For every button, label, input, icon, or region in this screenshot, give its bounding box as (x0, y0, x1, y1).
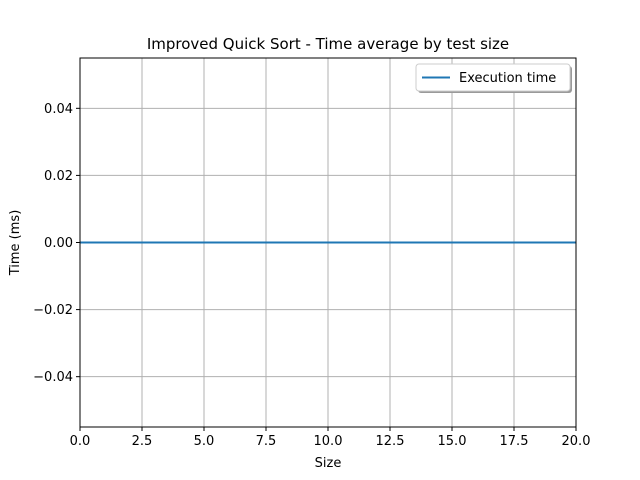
x-tick-label: 0.0 (70, 434, 91, 449)
x-tick-label: 20.0 (562, 434, 591, 449)
x-tick-label: 7.5 (256, 434, 277, 449)
x-tick-label: 12.5 (376, 434, 405, 449)
y-tick-label: −0.04 (33, 370, 73, 385)
y-tick-label: 0.04 (44, 102, 73, 117)
x-axis: 0.0 2.5 5.0 7.5 10.0 12.5 15.0 17.5 20.0 (70, 427, 591, 449)
x-tick-label: 17.5 (500, 434, 529, 449)
x-axis-label: Size (315, 456, 342, 471)
y-axis: −0.04 −0.02 0.00 0.02 0.04 (33, 102, 80, 385)
x-tick-label: 15.0 (438, 434, 467, 449)
legend-label: Execution time (459, 71, 556, 86)
x-tick-label: 5.0 (194, 434, 215, 449)
y-tick-label: 0.00 (44, 236, 73, 251)
chart-title: Improved Quick Sort - Time average by te… (147, 35, 509, 53)
legend-box (415, 63, 571, 92)
legend: Execution time (415, 63, 572, 93)
x-tick-label: 2.5 (132, 434, 153, 449)
y-axis-label: Time (ms) (8, 210, 23, 277)
y-tick-label: −0.02 (33, 303, 73, 318)
y-tick-label: 0.02 (44, 169, 73, 184)
x-tick-label: 10.0 (314, 434, 343, 449)
